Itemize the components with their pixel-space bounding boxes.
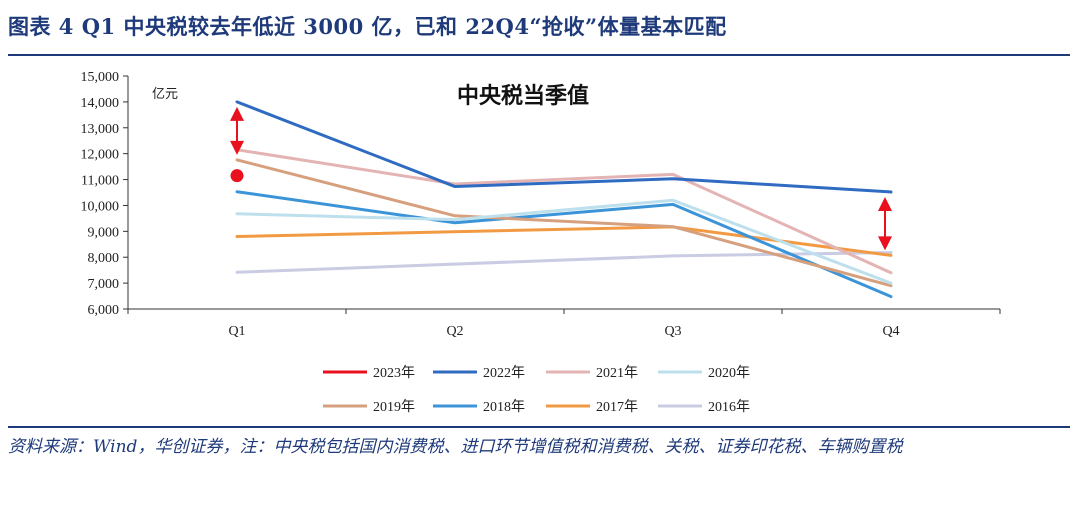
legend-label: 2023年 xyxy=(373,365,415,381)
legend-label: 2016年 xyxy=(708,399,750,415)
y-tick-label: 6,000 xyxy=(88,303,120,318)
legend-label: 2018年 xyxy=(483,399,525,415)
y-unit-label: 亿元 xyxy=(152,87,178,102)
x-tick-label: Q1 xyxy=(228,324,245,339)
annotation-arrow-head-up xyxy=(230,106,244,121)
legend-label: 2017年 xyxy=(596,399,638,415)
legend-label: 2020年 xyxy=(708,365,750,381)
series-line-2022年 xyxy=(235,100,893,194)
annotation-arrow-head-down xyxy=(230,140,244,155)
x-tick-label: Q3 xyxy=(664,324,681,339)
y-tick-label: 10,000 xyxy=(81,199,120,214)
annotations xyxy=(230,106,892,251)
y-tick-label: 9,000 xyxy=(88,225,120,240)
x-tick-label: Q4 xyxy=(882,324,899,339)
axes: 6,000 7,000 8,000 9,000 10,000 11,000 12,000 13… xyxy=(81,70,1001,339)
source-note: 资料来源：Wind，华创证券，注：中央税包括国内消费税、进口环节增值税和消费税、… xyxy=(8,437,903,457)
series-line-2021年 xyxy=(235,148,893,275)
line-chart: 中央税当季值 亿元 6,000 7,000 8,000 9,000 10,000 11,0… xyxy=(81,70,1001,415)
legend: 2023年 2022年 2021年 2020年 2019年 2018年 2017年 2016年 xyxy=(323,365,750,415)
figure-title: 图表 4 Q1 中央税较去年低近 3000 亿，已和 22Q4“抢收”体量基本匹… xyxy=(8,14,727,39)
legend-label: 2019年 xyxy=(373,399,415,415)
legend-label: 2022年 xyxy=(483,365,525,381)
y-tick-label: 14,000 xyxy=(81,96,120,111)
series-line-2016年 xyxy=(235,251,893,274)
y-tick-label: 15,000 xyxy=(81,70,120,85)
series-line-2017年 xyxy=(235,225,893,257)
series-point-2023年 xyxy=(230,169,244,183)
title-rule xyxy=(8,54,1070,56)
series-line-2018年 xyxy=(235,190,893,299)
y-tick-label: 8,000 xyxy=(88,251,120,266)
y-tick-label: 13,000 xyxy=(81,122,120,137)
y-tick-label: 7,000 xyxy=(88,277,120,292)
series-line-2020年 xyxy=(235,198,893,285)
legend-label: 2021年 xyxy=(596,365,638,381)
annotation-arrow-head-down xyxy=(878,236,892,251)
annotation-arrow-head-up xyxy=(878,196,892,211)
y-tick-label: 11,000 xyxy=(81,174,119,189)
y-tick-label: 12,000 xyxy=(81,148,120,163)
series-lines xyxy=(230,100,893,299)
source-rule xyxy=(8,426,1070,428)
x-tick-label: Q2 xyxy=(446,324,463,339)
series-line-2019年 xyxy=(235,158,893,288)
chart-title: 中央税当季值 xyxy=(457,83,589,109)
